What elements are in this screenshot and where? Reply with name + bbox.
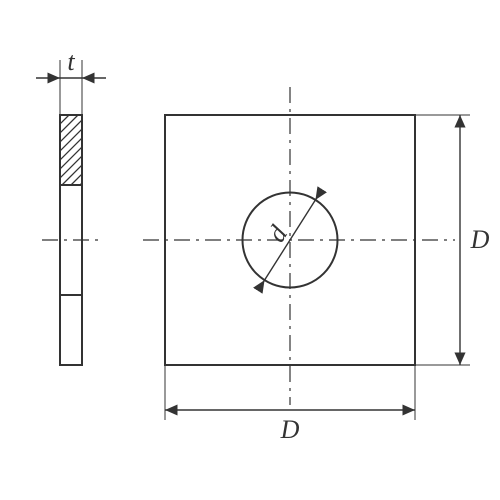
label-D-bottom: D bbox=[280, 415, 300, 444]
label-D-right: D bbox=[470, 225, 490, 254]
label-d: d bbox=[262, 220, 294, 247]
dim-d bbox=[258, 280, 264, 290]
technical-drawing: t d D D bbox=[0, 0, 500, 500]
label-t: t bbox=[67, 47, 75, 76]
side-view-hatch bbox=[0, 115, 213, 185]
dim-d bbox=[315, 190, 321, 200]
